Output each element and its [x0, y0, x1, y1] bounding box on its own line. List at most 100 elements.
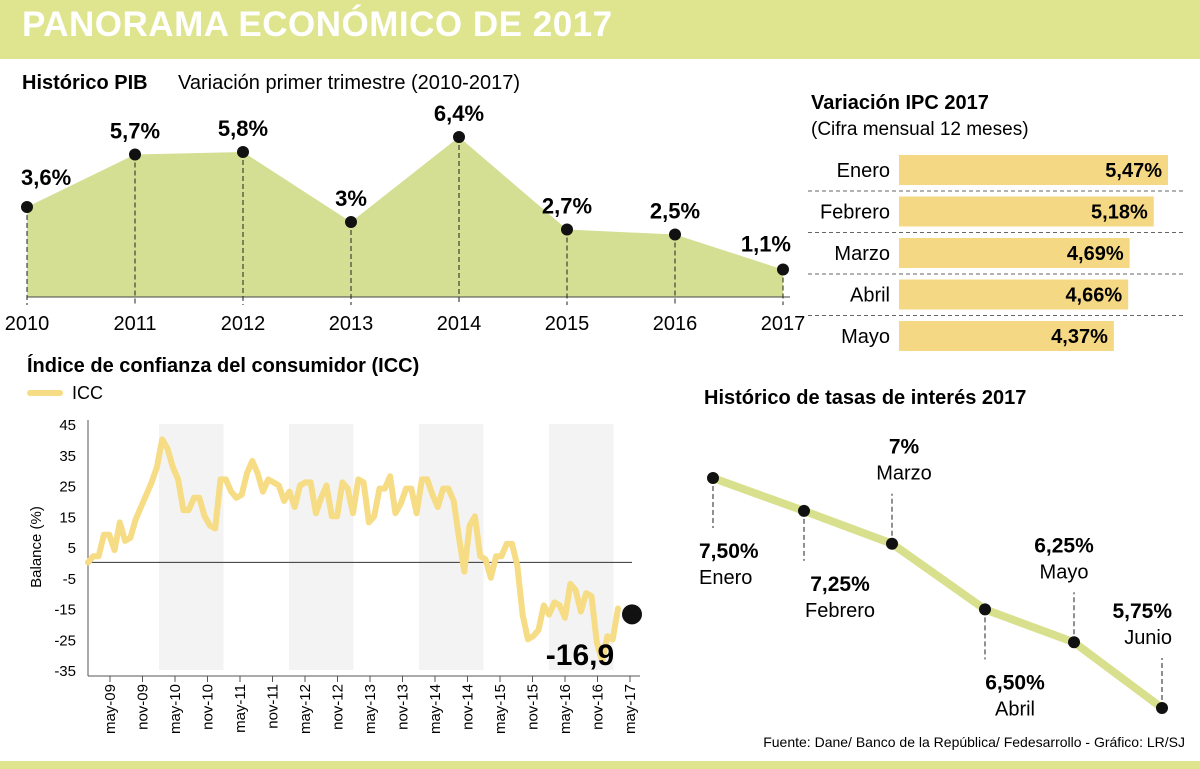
icc-year-band — [289, 424, 354, 670]
pib-data-label: 3,6% — [21, 165, 71, 190]
rates-point — [798, 504, 810, 517]
icc-x-tick: may-09 — [102, 684, 119, 734]
pib-x-tick: 2017 — [761, 313, 806, 335]
pib-data-label: 1,1% — [741, 232, 791, 257]
pib-x-tick: 2012 — [221, 313, 266, 335]
pib-chart: 2010 3,6% 2011 5,7% 2012 5,8% 2013 3% 2014 6,4% 20… — [5, 101, 806, 335]
ipc-category: Marzo — [834, 243, 890, 265]
icc-year-band — [419, 424, 484, 670]
pib-x-tick: 2013 — [329, 313, 374, 335]
icc-x-tick: may-11 — [232, 684, 249, 733]
pib-point — [345, 216, 357, 228]
rates-point — [886, 537, 898, 550]
pib-title: Histórico PIB — [22, 72, 148, 94]
ipc-bar — [899, 321, 1114, 351]
icc-chart: 45 35 25 15 5 -5 -15 -25 -35 Balance (%) may-09 nov… — [28, 417, 642, 734]
rates-point — [707, 472, 719, 484]
icc-title: Índice de confianza del consumidor (ICC) — [27, 354, 419, 377]
icc-x-tick: nov-16 — [590, 684, 607, 730]
pib-data-label: 5,7% — [110, 119, 160, 144]
pib-x-tick: 2014 — [437, 313, 482, 335]
pib-x-tick: 2016 — [653, 313, 698, 335]
pib-point — [237, 146, 249, 158]
icc-y-tick: 45 — [59, 417, 76, 434]
pib-data-label: 2,5% — [650, 199, 700, 224]
main-title: PANORAMA ECONÓMICO DE 2017 — [22, 5, 613, 44]
icc-x-tick: nov-12 — [330, 684, 347, 730]
ipc-title: Variación IPC 2017 — [811, 92, 989, 114]
pib-subtitle: Variación primer trimestre (2010-2017) — [178, 72, 520, 94]
rates-month-label: Marzo — [876, 463, 932, 485]
icc-x-tick: nov-15 — [525, 684, 542, 730]
icc-x-tick: may-16 — [557, 684, 574, 734]
pib-data-label: 3% — [335, 186, 367, 211]
rates-series-line — [709, 474, 1166, 712]
pib-data-label: 5,8% — [218, 116, 268, 141]
ipc-value-label: 4,66% — [1065, 285, 1122, 307]
pib-point — [669, 228, 681, 241]
icc-y-tick: -15 — [54, 602, 76, 619]
icc-y-tick: -5 — [63, 571, 76, 588]
pib-point — [777, 263, 789, 276]
pib-area — [27, 137, 783, 297]
ipc-bar — [899, 196, 1154, 227]
title-band — [0, 0, 1200, 59]
ipc-category: Abril — [850, 285, 890, 307]
rates-value-label: 6,25% — [1034, 534, 1094, 557]
ipc-subtitle: (Cifra mensual 12 meses) — [811, 119, 1029, 140]
rates-value-label: 7,50% — [699, 540, 759, 563]
rates-title: Histórico de tasas de interés 2017 — [704, 387, 1026, 409]
icc-x-tick: nov-11 — [265, 684, 282, 729]
rates-chart: 7,50% Enero 7,25% Febrero 7% Marzo 6,50% Abril 6… — [699, 436, 1172, 721]
rates-month-label: Febrero — [805, 600, 875, 622]
ipc-value-label: 5,47% — [1105, 160, 1162, 182]
rates-month-label: Junio — [1124, 627, 1172, 649]
rates-month-label: Mayo — [1040, 561, 1089, 583]
icc-y-tick: 15 — [59, 509, 76, 526]
rates-value-label: 6,50% — [985, 671, 1045, 694]
rates-month-label: Enero — [699, 567, 752, 589]
pib-point — [21, 201, 33, 213]
icc-x-tick: may-12 — [297, 684, 314, 734]
icc-x-tick: may-14 — [427, 684, 444, 734]
icc-y-label: Balance (%) — [28, 506, 45, 588]
ipc-bar — [899, 155, 1168, 185]
icc-x-tick: nov-10 — [200, 684, 217, 730]
pib-x-tick: 2015 — [545, 313, 590, 335]
icc-y-tick: 25 — [59, 479, 76, 496]
ipc-bar — [899, 238, 1130, 268]
ipc-category: Mayo — [841, 326, 890, 348]
icc-x-tick: nov-09 — [135, 684, 152, 730]
icc-x-tick: may-10 — [167, 684, 184, 734]
source-note: Fuente: Dane/ Banco de la República/ Fed… — [763, 734, 1185, 750]
icc-year-band — [549, 424, 614, 670]
pib-point — [129, 148, 141, 161]
rates-value-label: 7,25% — [810, 573, 870, 596]
ipc-category: Enero — [837, 160, 890, 182]
icc-y-tick: -25 — [54, 632, 76, 649]
icc-x-tick: nov-14 — [460, 684, 477, 730]
icc-x-tick: may-15 — [492, 684, 509, 734]
icc-series-line — [85, 436, 621, 664]
rates-point — [979, 603, 991, 616]
icc-y-tick: 35 — [59, 448, 76, 465]
icc-last-point — [622, 604, 642, 625]
ipc-value-label: 4,69% — [1067, 243, 1124, 265]
rates-month-label: Abril — [995, 698, 1035, 720]
pib-data-label: 2,7% — [542, 194, 592, 219]
ipc-category: Febrero — [820, 202, 890, 224]
rates-value-label: 5,75% — [1112, 600, 1172, 623]
pib-x-tick: 2010 — [5, 313, 50, 335]
rates-point — [1156, 702, 1168, 714]
icc-y-tick: 5 — [68, 540, 76, 557]
ipc-value-label: 5,18% — [1091, 202, 1148, 224]
pib-point — [561, 223, 573, 236]
icc-x-tick: may-17 — [622, 684, 639, 734]
icc-y-tick: -35 — [54, 663, 76, 680]
icc-last-value-label: -16,9 — [546, 639, 614, 672]
rates-value-label: 7% — [889, 436, 920, 459]
pib-data-label: 6,4% — [434, 101, 484, 126]
rates-point — [1068, 636, 1080, 649]
pib-point — [453, 131, 465, 143]
